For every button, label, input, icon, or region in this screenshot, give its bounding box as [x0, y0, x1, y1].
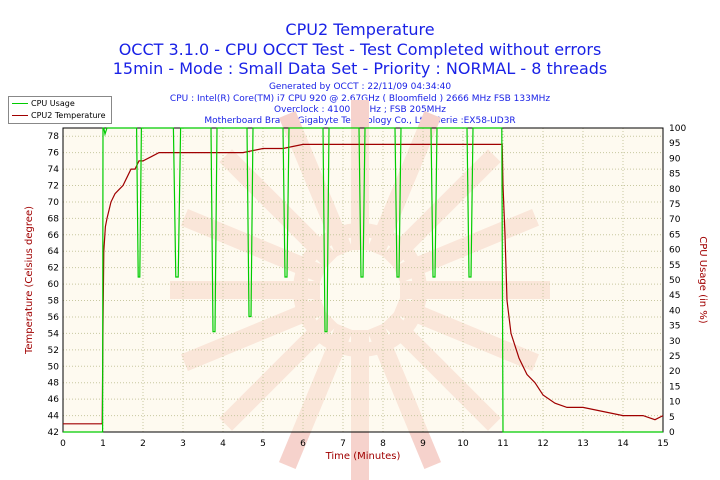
legend-swatch-cpu2-temp	[12, 115, 28, 116]
y-tick-label: 78	[48, 132, 60, 142]
y2-tick-label: 100	[669, 124, 686, 134]
y2-tick-label: 45	[669, 291, 680, 301]
y2-tick-label: 55	[669, 261, 680, 271]
series-lines	[63, 127, 664, 433]
y-tick-label: 74	[48, 165, 60, 175]
info-generated: Generated by OCCT : 22/11/09 04:34:40	[268, 82, 452, 92]
y2-axis-label: CPU Usage (in %)	[697, 236, 708, 324]
y-tick-label: 50	[48, 362, 60, 372]
x-tick-label: 3	[180, 439, 186, 449]
chart-title: CPU2 Temperature	[285, 20, 435, 39]
legend-label-cpu2-temp: CPU2 Temperature	[31, 111, 106, 120]
y-tick-label: 52	[48, 346, 59, 356]
x-tick-label: 0	[60, 439, 66, 449]
x-tick-label: 14	[617, 439, 629, 449]
x-tick-label: 13	[577, 439, 588, 449]
plot-frame	[62, 127, 664, 433]
axes	[62, 127, 664, 433]
y2-tick-label: 35	[669, 322, 680, 332]
y2-tick-label: 60	[669, 246, 681, 256]
series-line-cpu-usage	[63, 127, 663, 433]
legend-item-cpu-usage: CPU Usage	[12, 98, 75, 109]
y2-tick-label: 70	[669, 215, 681, 225]
y2-tick-label: 90	[669, 154, 681, 164]
y2-tick-label: 20	[669, 367, 681, 377]
info-cpu: CPU : Intel(R) Core(TM) i7 CPU 920 @ 2.6…	[169, 94, 551, 104]
legend: CPU Usage CPU2 Temperature	[8, 96, 112, 124]
x-tick-label: 2	[140, 439, 146, 449]
y-tick-label: 60	[48, 280, 60, 290]
y2-tick-label: 5	[669, 413, 675, 423]
y2-tick-label: 40	[669, 306, 681, 316]
y2-tick-label: 30	[669, 337, 681, 347]
legend-swatch-cpu-usage	[12, 103, 28, 104]
x-tick-label: 5	[260, 439, 266, 449]
y2-tick-label: 95	[669, 139, 680, 149]
y2-tick-label: 0	[669, 428, 675, 438]
y-tick-label: 58	[48, 297, 60, 307]
y-tick-label: 62	[48, 264, 59, 274]
series-line-cpu2-temperature	[63, 143, 664, 425]
x-tick-label: 15	[657, 439, 668, 449]
x-tick-label: 12	[537, 439, 548, 449]
chart-subtitle-test: OCCT 3.1.0 - CPU OCCT Test - Test Comple…	[118, 40, 602, 59]
y-tick-label: 70	[48, 198, 60, 208]
x-tick-label: 6	[300, 439, 306, 449]
y2-tick-label: 15	[669, 382, 680, 392]
legend-label-cpu-usage: CPU Usage	[31, 99, 75, 108]
plot-background	[63, 128, 663, 432]
y2-tick-label: 50	[669, 276, 681, 286]
x-tick-label: 11	[497, 439, 508, 449]
chart-subtitle-mode: 15min - Mode : Small Data Set - Priority…	[112, 59, 608, 78]
y-tick-label: 72	[48, 182, 59, 192]
x-tick-label: 9	[420, 439, 426, 449]
y2-tick-label: 75	[669, 200, 680, 210]
legend-item-cpu2-temp: CPU2 Temperature	[12, 110, 106, 121]
y-axis-label: Temperature (Celsius degree)	[24, 206, 35, 355]
y-tick-label: 68	[48, 214, 60, 224]
y-tick-label: 44	[48, 412, 60, 422]
y-tick-label: 42	[48, 428, 59, 438]
y-tick-label: 56	[48, 313, 60, 323]
x-tick-label: 1	[100, 439, 106, 449]
y2-tick-label: 10	[669, 398, 681, 408]
y-tick-label: 66	[48, 231, 60, 241]
y2-tick-label: 85	[669, 170, 680, 180]
y-tick-label: 46	[48, 395, 60, 405]
grid-lines	[62, 128, 664, 433]
y2-tick-label: 65	[669, 230, 680, 240]
y2-tick-label: 25	[669, 352, 680, 362]
y-tick-label: 48	[48, 379, 60, 389]
y-tick-label: 76	[48, 149, 60, 159]
x-tick-label: 4	[220, 439, 226, 449]
x-tick-label: 10	[457, 439, 469, 449]
x-tick-label: 7	[340, 439, 346, 449]
y-tick-label: 64	[48, 247, 60, 257]
tick-labels: 0 1 2 3 4 5 6 7 8 9 10 11 12 13 14 15424446485052545658…	[48, 124, 687, 449]
x-tick-label: 8	[380, 439, 386, 449]
x-axis-label: Time (Minutes)	[325, 451, 401, 462]
y-tick-label: 54	[48, 329, 60, 339]
y2-tick-label: 80	[669, 185, 681, 195]
